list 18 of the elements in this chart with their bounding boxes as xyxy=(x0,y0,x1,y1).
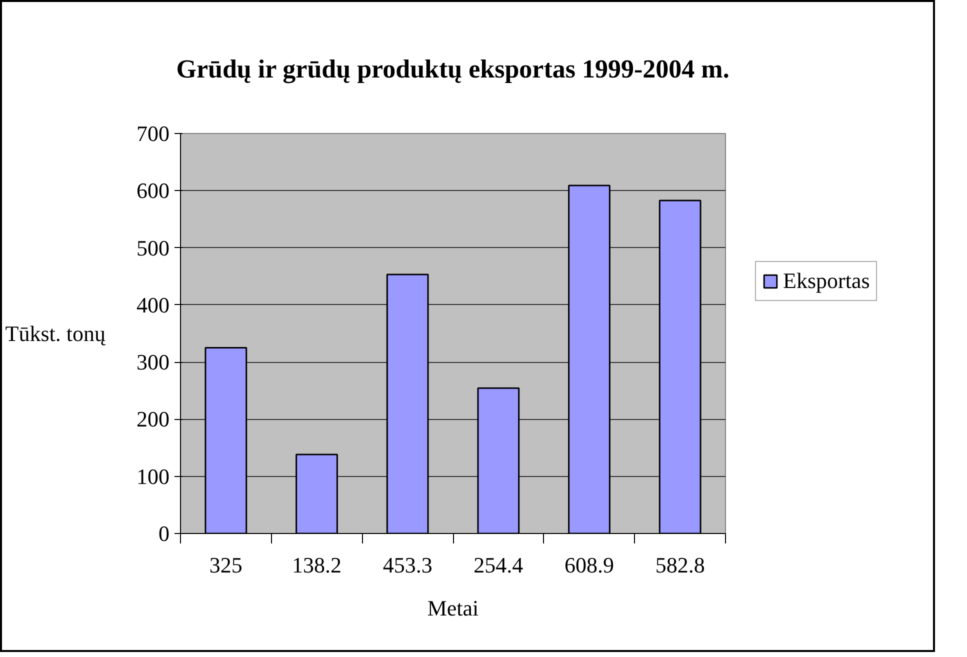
legend-label: Eksportas xyxy=(783,268,870,294)
x-tick-label: 325 xyxy=(209,552,242,578)
y-tick-label: 0 xyxy=(158,521,170,546)
y-tick-label: 600 xyxy=(136,178,170,204)
y-tick-label: 300 xyxy=(136,350,170,375)
y-axis-title: Tūkst. tonų xyxy=(5,321,106,346)
x-tick-label: 254.4 xyxy=(474,552,524,578)
y-tick-label: 200 xyxy=(136,406,170,432)
x-axis-title: Metai xyxy=(427,596,479,620)
y-tick-label: 700 xyxy=(136,121,170,146)
x-tick-label: 582.8 xyxy=(655,552,705,578)
y-tick-label: 100 xyxy=(136,464,170,489)
y-tick-label: 500 xyxy=(136,235,170,260)
x-tick-label: 453.3 xyxy=(382,552,432,578)
y-tick-label: 400 xyxy=(136,292,170,318)
x-tick-label: 608.9 xyxy=(564,552,614,578)
chart-title: Grūdų ir grūdų produktų eksportas 1999-2004 m. xyxy=(176,54,730,84)
x-tick-label: 138.2 xyxy=(292,552,342,578)
